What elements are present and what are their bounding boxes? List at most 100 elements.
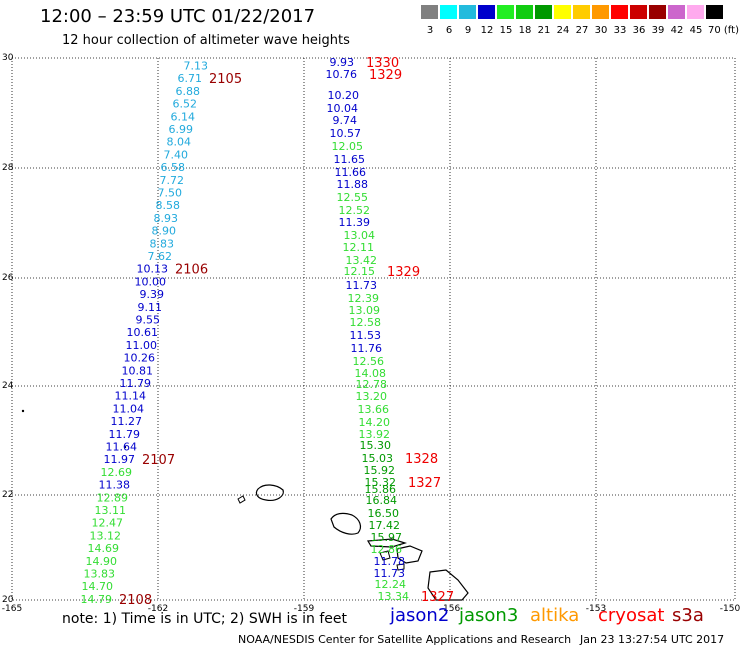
latitude-tick-label: 20 (2, 595, 14, 605)
wave-height-value: 10.13 (137, 263, 169, 276)
wave-height-value: 9.39 (140, 288, 165, 301)
scale-label: 70 (ft) (708, 25, 739, 36)
wave-height-value: 11.65 (334, 153, 366, 166)
latitude-tick-label: 22 (2, 490, 13, 500)
scale-swatch (630, 5, 647, 19)
wave-height-value: 9.11 (138, 301, 163, 314)
scale-label: 12 (480, 25, 494, 36)
wave-height-value: 11.04 (113, 402, 145, 415)
island-niihau (237, 495, 246, 504)
hawaiian-islands (21, 409, 469, 601)
longitude-tick-label: -150 (720, 604, 740, 614)
wave-height-value: 10.81 (122, 364, 154, 377)
island-hawaii (427, 569, 469, 601)
wave-height-value: 12.05 (332, 140, 364, 153)
wave-height-value: 13.09 (349, 304, 381, 317)
wave-height-value: 13.92 (359, 428, 391, 441)
scale-swatch (535, 5, 552, 19)
wave-height-value: 14.08 (355, 367, 387, 380)
wave-height-value: 14.70 (82, 580, 114, 593)
scale-swatch (592, 5, 609, 19)
scale-swatch (478, 5, 495, 19)
scale-swatch (611, 5, 628, 19)
pass-time-label: 1327 (421, 590, 454, 605)
wave-height-value: 10.26 (124, 352, 156, 365)
latitude-tick-label: 26 (2, 273, 14, 283)
scale-swatch (516, 5, 533, 19)
longitude-tick-label: -165 (2, 604, 22, 614)
scale-label: 6 (445, 25, 453, 36)
scale-swatch (687, 5, 704, 19)
pass-time-label: 2108 (119, 593, 152, 608)
wave-height-value: 13.20 (356, 390, 388, 403)
map-subtitle: 12 hour collection of altimeter wave hei… (62, 33, 350, 48)
scale-label: 18 (518, 25, 532, 36)
wave-height-value: 6.14 (171, 110, 196, 123)
map-note: note: 1) Time is in UTC; 2) SWH is in fe… (62, 611, 348, 627)
wave-height-value: 12.24 (375, 578, 407, 591)
wave-height-value: 12.55 (337, 191, 369, 204)
wave-height-value: 11.97 (104, 453, 136, 466)
map-title: 12:00 – 23:59 UTC 01/22/2017 (40, 6, 316, 27)
wave-height-value: 10.76 (326, 68, 358, 81)
wave-height-value: 15.92 (364, 464, 396, 477)
wave-height-value: 9.55 (136, 314, 161, 327)
longitude-tick-label: -156 (440, 604, 461, 614)
scale-swatch (668, 5, 685, 19)
scale-label: 42 (670, 25, 684, 36)
island-kahoolawe (396, 563, 405, 571)
wave-height-value: 11.27 (111, 415, 143, 428)
wave-height-value: 15.32 (365, 476, 397, 489)
pass-time-label: 1329 (369, 68, 402, 83)
wave-height-value: 11.14 (115, 390, 147, 403)
wave-height-value: 12.89 (97, 491, 129, 504)
wave-height-value: 6.71 (178, 72, 203, 85)
latitude-tick-label: 30 (2, 53, 14, 63)
wave-height-value: 16.50 (368, 507, 400, 520)
pass-time-label: 1330 (366, 56, 399, 71)
legend-item-s3a: s3a (672, 605, 704, 626)
pass-time-label: 1329 (387, 265, 420, 280)
wave-height-value: 9.93 (330, 56, 355, 69)
wave-height-value: 14.90 (86, 555, 118, 568)
wave-height-value: 15.86 (365, 483, 397, 496)
scale-swatch (573, 5, 590, 19)
wave-height-value: 10.00 (135, 275, 167, 288)
timestamp-text: Jan 23 13:27:54 UTC 2017 (580, 633, 725, 646)
longitude-tick-label: -159 (294, 604, 315, 614)
wave-height-value: 13.66 (358, 403, 390, 416)
wave-height-value: 17.42 (369, 519, 401, 532)
credit-text: NOAA/NESDIS Center for Satellite Applica… (238, 633, 572, 646)
wave-height-value: 12.15 (344, 265, 376, 278)
wave-height-value: 11.76 (351, 342, 383, 355)
wave-height-value: 12.69 (101, 466, 133, 479)
wave-height-value: 13.34 (378, 590, 410, 603)
wave-height-value: 8.83 (150, 237, 175, 250)
wave-height-value: 12.78 (356, 378, 388, 391)
wave-height-value: 7.13 (184, 60, 209, 73)
wave-height-value: 15.30 (360, 439, 392, 452)
scale-swatch (706, 5, 723, 19)
scale-label: 33 (613, 25, 627, 36)
island-maui (396, 545, 423, 564)
wave-height-value: 6.88 (176, 85, 201, 98)
wave-height-value: 14.69 (88, 542, 120, 555)
wave-height-value: 12.52 (339, 204, 371, 217)
wave-height-value: 7.72 (160, 174, 185, 187)
track-east: 9.9310.7610.2010.049.7410.5712.0511.6511… (326, 56, 455, 605)
wave-height-value: 16.84 (366, 494, 398, 507)
scale-label: 45 (689, 25, 703, 36)
wave-height-value: 12.39 (348, 292, 380, 305)
scale-label: 27 (575, 25, 589, 36)
wave-height-value: 11.79 (120, 377, 152, 390)
wave-height-value: 10.04 (327, 102, 359, 115)
small-island-dot (21, 409, 25, 413)
map-grid: -165 -162 -159 -156 -153 -150 30 28 26 24 22 20 (2, 53, 740, 614)
legend-item-jason3: jason3 (459, 605, 519, 626)
scale-label: 39 (651, 25, 665, 36)
wave-height-value: 12.47 (92, 517, 124, 530)
wave-height-value: 14.79 (81, 593, 113, 606)
scale-label: 30 (594, 25, 608, 36)
scale-label: 9 (464, 25, 472, 36)
map-border (11, 57, 736, 601)
